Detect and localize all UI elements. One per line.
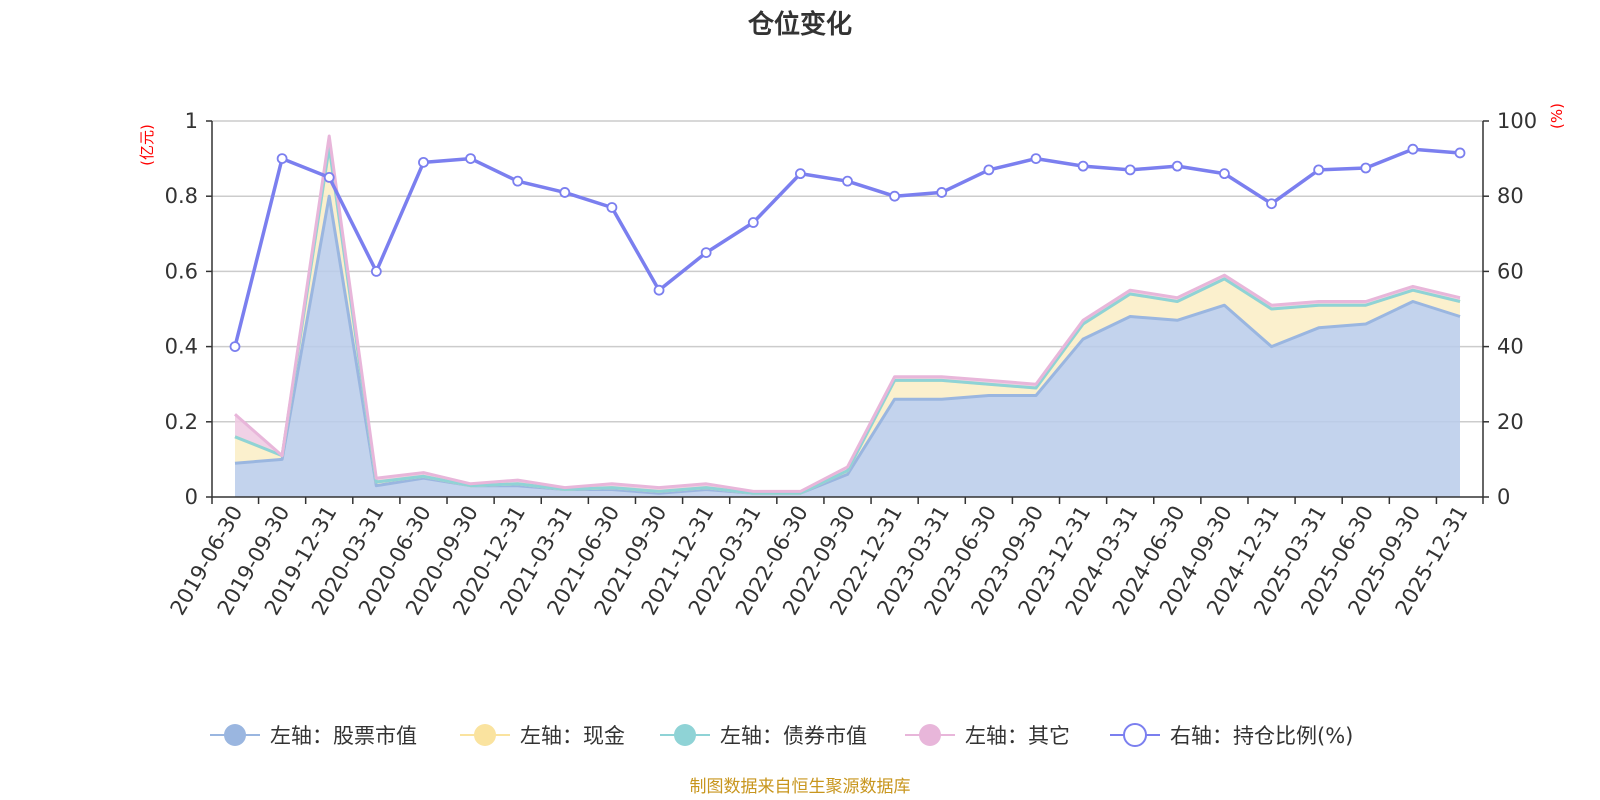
- area-series-line: [234, 134, 1461, 493]
- ratio-point: [794, 168, 806, 180]
- ratio-point: [842, 175, 853, 187]
- right-axis-tick-label: 0: [1497, 485, 1510, 509]
- legend-item: 左轴：债券市值: [660, 724, 867, 748]
- ratio-point: [889, 190, 901, 202]
- ratio-point: [370, 265, 382, 277]
- right-axis-tick-label: 100: [1497, 109, 1537, 133]
- ratio-point: [229, 341, 241, 353]
- legend-label: 左轴：其它: [965, 724, 1070, 748]
- ratio-point: [276, 153, 288, 165]
- ratio-point: [700, 247, 712, 259]
- ratio-point: [1124, 164, 1136, 176]
- left-axis-unit: (亿元): [138, 124, 156, 166]
- legend-marker: [1123, 723, 1147, 747]
- ratio-point: [1313, 164, 1325, 176]
- ratio-point: [418, 156, 429, 168]
- ratio-point: [1077, 160, 1089, 172]
- ratio-point: [983, 164, 995, 176]
- ratio-point: [936, 187, 948, 198]
- right-axis-tick-label: 20: [1497, 410, 1524, 434]
- legend-marker: [474, 724, 496, 746]
- right-axis-tick-label: 80: [1497, 184, 1524, 208]
- ratio-point: [1454, 147, 1466, 159]
- legend-item: 右轴：持仓比例(%): [1110, 723, 1353, 748]
- area-series-line: [234, 145, 1461, 495]
- ratio-point: [559, 187, 571, 198]
- legend: 左轴：股票市值 左轴：现金 左轴：债券市值 左轴：其它 右轴：持仓比例(%): [210, 723, 1353, 748]
- ratio-line-series: [229, 143, 1466, 353]
- left-axis-tick-label: 0.6: [165, 259, 198, 283]
- legend-item: 左轴：其它: [905, 724, 1070, 748]
- ratio-point: [512, 175, 524, 187]
- stacked-areas: [234, 134, 1461, 497]
- left-axis-tick-label: 0.2: [165, 410, 198, 434]
- legend-label: 左轴：现金: [520, 724, 625, 748]
- ratio-point: [1219, 168, 1230, 180]
- left-axis-tick-label: 1: [185, 109, 198, 133]
- right-axis-tick-label: 40: [1497, 335, 1524, 359]
- ratio-point: [1030, 153, 1042, 165]
- right-axis-unit: (%): [1548, 103, 1566, 129]
- chart-title: 仓位变化: [747, 9, 852, 40]
- ratio-point: [465, 153, 476, 165]
- left-axis-tick-label: 0.4: [165, 335, 198, 359]
- ratio-point: [1360, 162, 1372, 174]
- legend-label: 右轴：持仓比例(%): [1170, 724, 1353, 748]
- ratio-point: [1171, 160, 1183, 172]
- left-axis-tick-label: 0.8: [165, 184, 198, 208]
- legend-label: 左轴：股票市值: [270, 724, 417, 748]
- legend-marker: [919, 724, 941, 746]
- data-source-note: 制图数据来自恒生聚源数据库: [690, 777, 911, 797]
- legend-label: 左轴：债券市值: [720, 724, 867, 748]
- ratio-point: [606, 202, 618, 213]
- left-axis-tick-label: 0: [185, 485, 198, 509]
- legend-item: 左轴：现金: [460, 724, 625, 748]
- ratio-point: [747, 217, 759, 228]
- legend-item: 左轴：股票市值: [210, 724, 417, 748]
- legend-marker: [674, 724, 696, 746]
- ratio-point: [1266, 198, 1277, 210]
- ratio-point: [1407, 143, 1419, 155]
- ratio-point: [653, 284, 665, 296]
- area-fill: [235, 196, 1460, 497]
- legend-marker: [224, 724, 246, 746]
- ratio-point: [323, 171, 335, 183]
- right-axis-tick-label: 60: [1497, 259, 1524, 283]
